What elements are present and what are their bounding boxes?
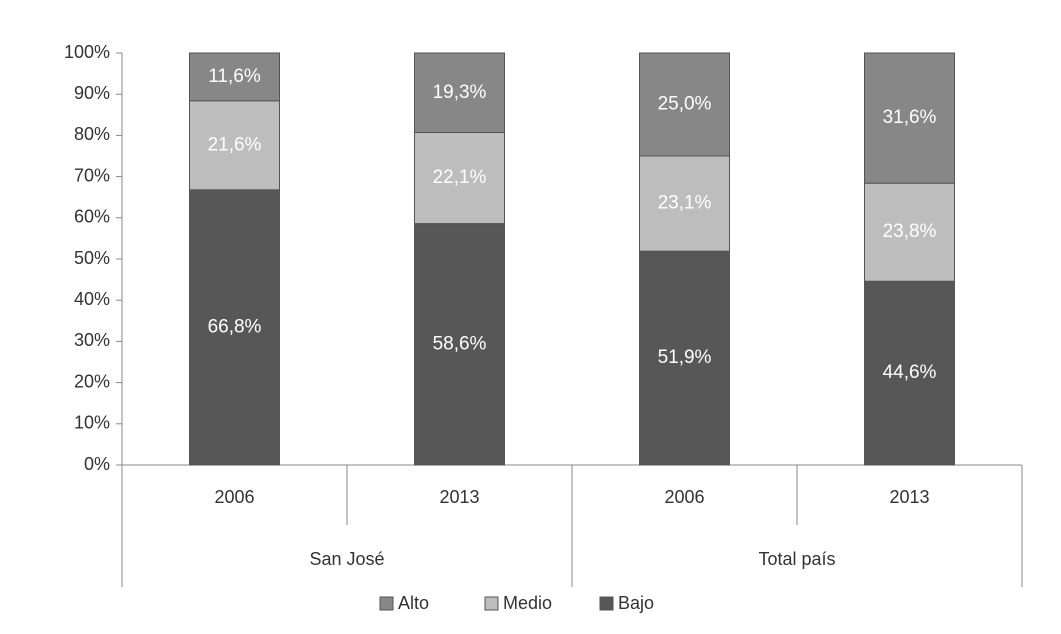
- value-label: 22,1%: [433, 167, 487, 188]
- value-label: 44,6%: [883, 362, 937, 383]
- bar-segment: [189, 189, 280, 466]
- y-tick-label: 10%: [74, 413, 110, 433]
- value-label: 11,6%: [208, 66, 261, 87]
- legend-label: Medio: [503, 593, 552, 613]
- bar-segment: [864, 52, 955, 184]
- legend-label: Alto: [398, 593, 429, 613]
- bar-segment: [414, 223, 505, 466]
- y-tick-label: 0%: [84, 454, 110, 474]
- bar-segment: [414, 132, 505, 225]
- y-tick-label: 50%: [74, 248, 110, 268]
- value-label: 23,8%: [883, 221, 937, 242]
- bar-segment: [414, 52, 505, 134]
- legend-swatch: [484, 596, 499, 611]
- value-label: 25,0%: [658, 94, 712, 115]
- y-tick-label: 60%: [74, 207, 110, 227]
- bar-segment: [189, 100, 280, 191]
- bar-segment: [864, 280, 955, 466]
- y-tick-label: 90%: [74, 83, 110, 103]
- value-label: 66,8%: [208, 316, 262, 337]
- value-label: 23,1%: [658, 193, 712, 214]
- y-tick-label: 40%: [74, 289, 110, 309]
- bar-segment: [189, 52, 280, 102]
- x-tick-label: 2013: [439, 487, 479, 507]
- value-label: 21,6%: [208, 134, 262, 155]
- y-tick-label: 30%: [74, 330, 110, 350]
- x-tick-label: 2013: [889, 487, 929, 507]
- legend-swatch: [599, 596, 614, 611]
- bar-segment: [639, 52, 730, 157]
- value-label: 19,3%: [433, 82, 487, 103]
- x-tick-label: 2006: [214, 487, 254, 507]
- y-tick-label: 100%: [64, 42, 110, 62]
- x-tick-label: 2006: [664, 487, 704, 507]
- group-label: San José: [309, 549, 384, 569]
- value-label: 58,6%: [433, 333, 487, 354]
- y-tick-label: 20%: [74, 371, 110, 391]
- bar-segment: [639, 155, 730, 252]
- value-label: 51,9%: [658, 347, 712, 368]
- group-label: Total país: [758, 549, 835, 569]
- y-tick-label: 80%: [74, 124, 110, 144]
- legend-swatch: [379, 596, 394, 611]
- legend-label: Bajo: [618, 593, 654, 613]
- y-tick-label: 70%: [74, 165, 110, 185]
- bar-segment: [639, 250, 730, 466]
- value-label: 31,6%: [883, 107, 937, 128]
